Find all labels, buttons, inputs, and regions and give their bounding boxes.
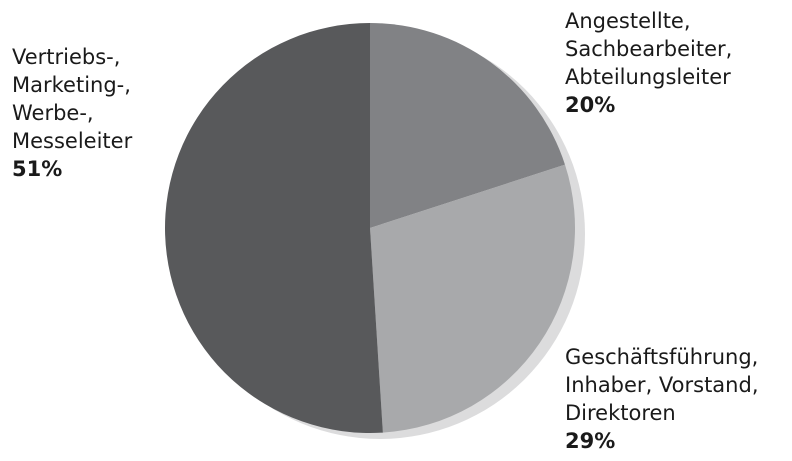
slice-value-label: 29%	[565, 429, 615, 453]
pie-slice	[164, 23, 383, 434]
pie-slice	[370, 164, 575, 433]
slice-value-label: 20%	[565, 93, 615, 117]
slice-value-label: 51%	[12, 157, 62, 181]
pie-slice	[370, 23, 565, 228]
slice-label: Geschäftsführung, Inhaber, Vorstand, Direk…	[565, 345, 759, 425]
slice-label: Vertriebs-, Marketing-, Werbe-, Messeleiter	[12, 45, 133, 153]
slice-label: Angestellte, Sachbearbeiter, Abteilungslei…	[565, 9, 732, 89]
